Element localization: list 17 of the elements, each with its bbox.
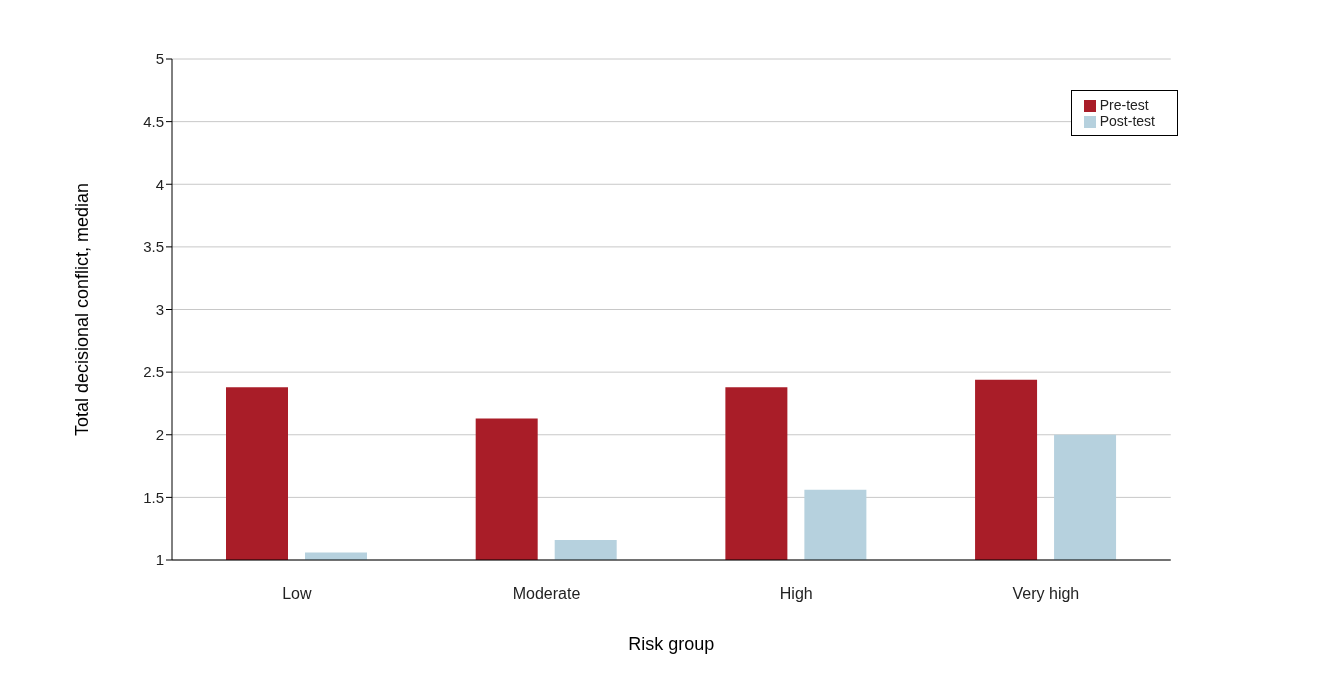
x-tick-label: High	[779, 585, 813, 603]
legend-label: Post-test	[1099, 113, 1155, 129]
y-tick-label: 4	[155, 175, 164, 193]
legend-label: Pre-test	[1099, 97, 1149, 113]
y-tick-label: 4.5	[143, 112, 164, 130]
y-tick-label: 3	[155, 300, 164, 318]
y-tick-label: 3.5	[143, 238, 164, 256]
y-tick-label: 1.5	[143, 488, 164, 506]
y-tick-label: 1	[155, 551, 164, 569]
y-tick-label: 2	[155, 426, 164, 444]
x-axis-title: Risk group	[628, 634, 715, 654]
y-axis-title: Total decisional conflict, median	[72, 182, 93, 437]
x-tick-label: Moderate	[512, 585, 581, 603]
x-tick-label: Low	[282, 585, 312, 603]
y-tick-label: 2.5	[143, 363, 164, 381]
y-tick-label: 5	[155, 50, 164, 68]
x-tick-label: Very high	[1012, 585, 1080, 603]
